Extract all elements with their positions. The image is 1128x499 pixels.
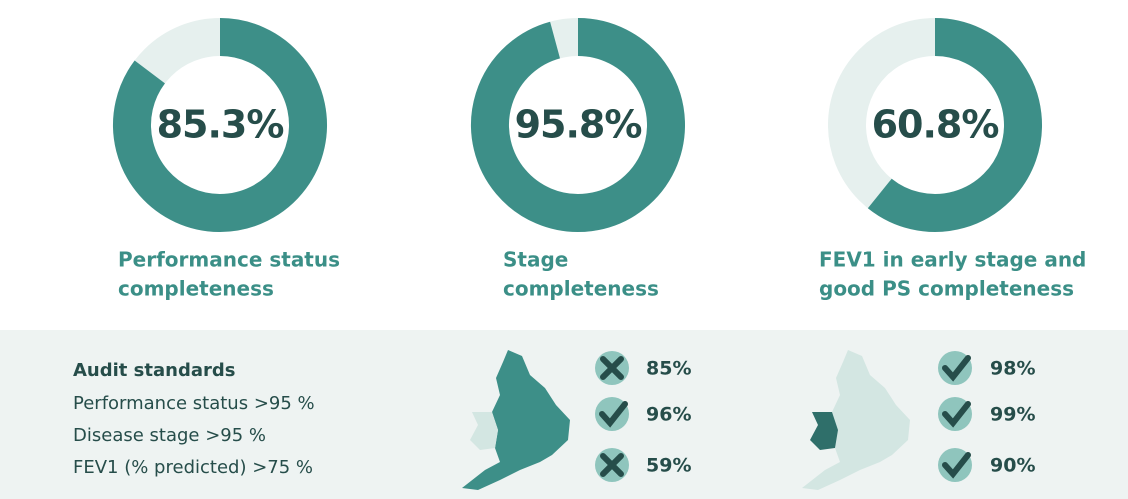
standard-item: FEV1 (% predicted) >75 %	[73, 457, 313, 478]
status-value: 98%	[990, 358, 1035, 380]
standard-item: Performance status >95 %	[73, 393, 315, 414]
donut-value: 60.8%	[872, 103, 999, 147]
standard-item: Disease stage >95 %	[73, 425, 266, 446]
donut-arc	[867, 18, 1042, 232]
cross-icon	[600, 356, 624, 380]
donut-value: 85.3%	[157, 103, 284, 147]
status-value: 59%	[646, 455, 691, 477]
check-icon	[942, 401, 971, 428]
status-value: 85%	[646, 358, 691, 380]
standards-title: Audit standards	[73, 360, 235, 381]
status-value: 99%	[990, 404, 1035, 426]
check-icon	[942, 452, 971, 479]
check-icon	[942, 355, 971, 382]
donut-label: FEV1 in early stage and	[819, 248, 1086, 272]
check-icon	[599, 401, 628, 428]
donut-label: Stage	[503, 248, 568, 272]
donut-label: completeness	[503, 277, 659, 301]
donut-label: good PS completeness	[819, 277, 1074, 301]
donut-label: completeness	[118, 277, 274, 301]
map-england-highlight	[462, 350, 570, 490]
donut-value: 95.8%	[515, 103, 642, 147]
donut-arc	[471, 18, 685, 232]
donut-arc	[113, 18, 327, 232]
status-value: 90%	[990, 455, 1035, 477]
map-wales-highlight	[802, 350, 910, 490]
cross-icon	[600, 453, 624, 477]
donut-label: Performance status	[118, 248, 340, 272]
status-value: 96%	[646, 404, 691, 426]
